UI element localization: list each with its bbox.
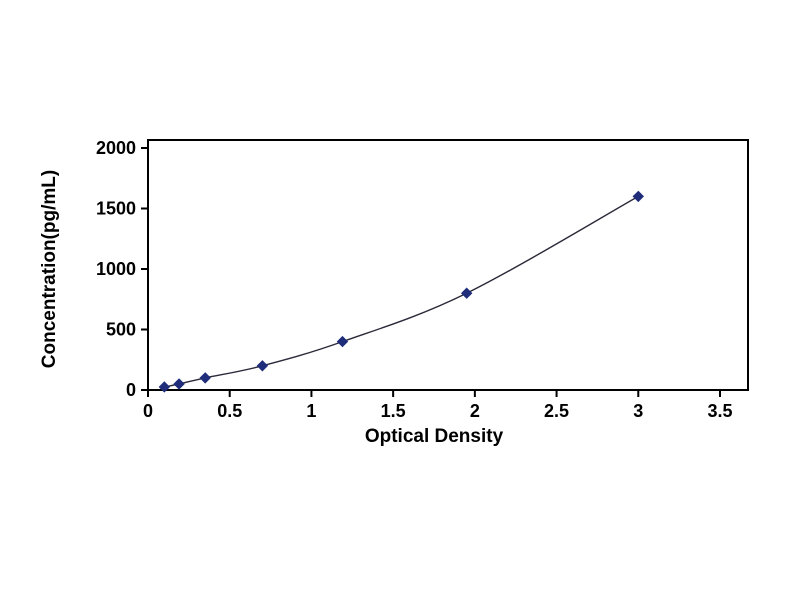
y-tick-label: 1000 xyxy=(96,259,136,279)
x-tick-label: 1.5 xyxy=(381,401,406,421)
data-point-marker xyxy=(460,287,473,299)
data-point-marker xyxy=(336,335,349,348)
x-tick-label: 1 xyxy=(306,401,316,421)
data-point-marker xyxy=(632,190,644,203)
x-tick-label: 3.5 xyxy=(707,401,732,421)
x-tick-label: 3 xyxy=(633,401,643,421)
plot-area xyxy=(147,139,749,391)
data-point-marker xyxy=(158,381,171,393)
data-point-marker xyxy=(199,372,211,384)
x-axis-title: Optical Density xyxy=(365,426,504,447)
y-axis-title: Concentration(pg/mL) xyxy=(39,170,60,368)
y-tick-label: 0 xyxy=(126,380,136,400)
x-tick-label: 0 xyxy=(143,401,153,421)
x-tick-label: 2 xyxy=(470,401,480,421)
y-tick-label: 2000 xyxy=(96,138,136,158)
y-tick-label: 1500 xyxy=(96,199,136,219)
x-tick-label: 2.5 xyxy=(544,401,569,421)
data-point-marker xyxy=(173,378,185,390)
data-point-marker xyxy=(256,360,269,372)
y-tick-label: 500 xyxy=(106,320,136,340)
x-tick-label: 0.5 xyxy=(217,401,242,421)
